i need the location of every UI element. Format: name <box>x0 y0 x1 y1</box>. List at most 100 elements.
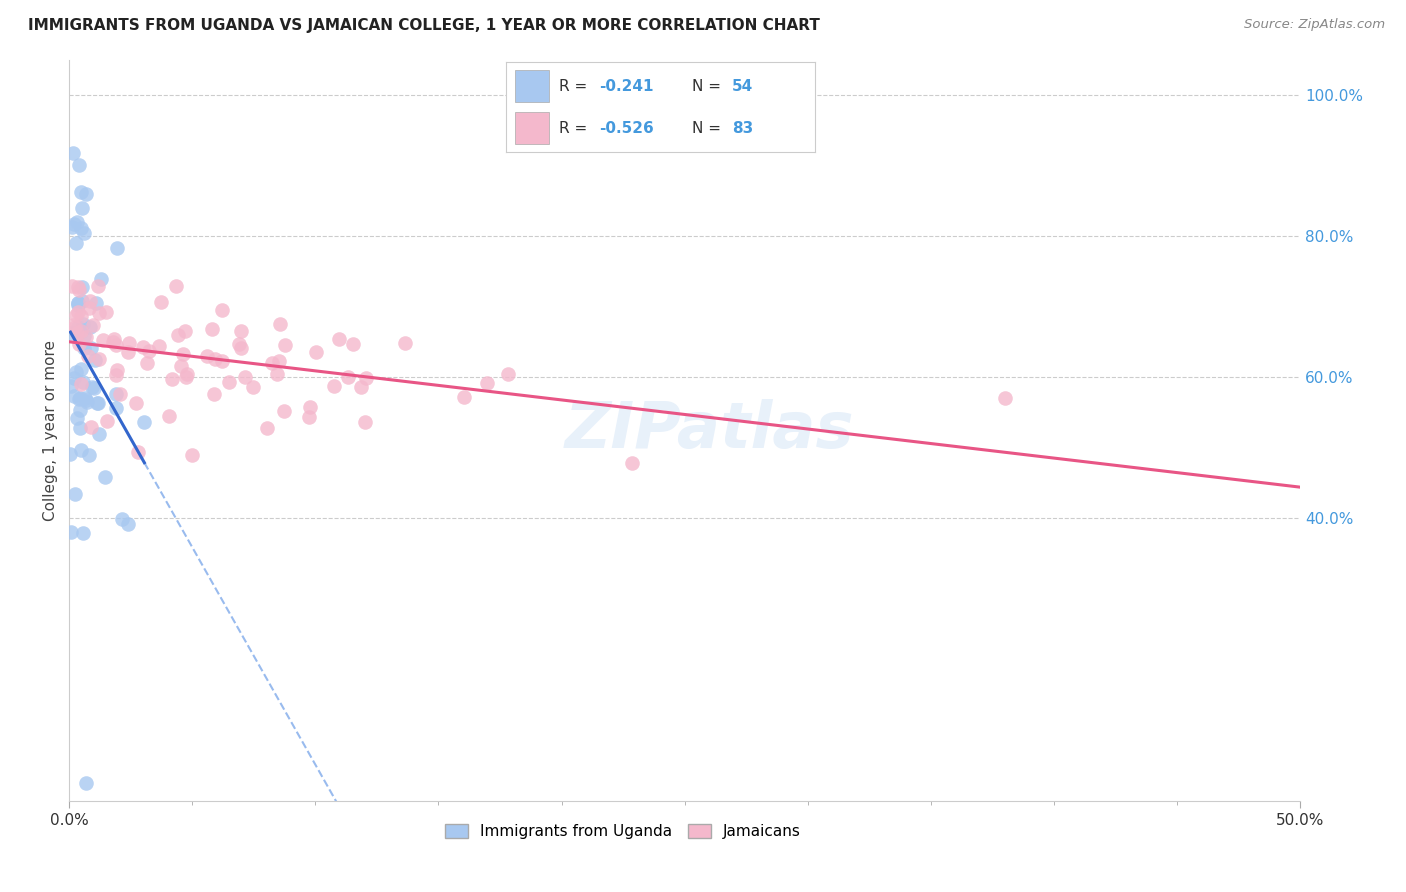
Point <box>262 356 284 370</box>
Point <box>67 304 90 318</box>
Point <box>84 296 107 310</box>
Point <box>63 319 86 334</box>
Point <box>299 400 322 414</box>
Point <box>621 456 644 470</box>
Point <box>242 380 264 394</box>
Point <box>79 293 101 308</box>
Point <box>72 317 94 331</box>
Point <box>266 367 288 381</box>
Point <box>269 318 291 332</box>
Point <box>59 326 82 340</box>
Point <box>67 392 90 407</box>
Point <box>305 345 328 359</box>
Point <box>65 487 87 501</box>
Point <box>66 279 89 293</box>
Text: 83: 83 <box>733 120 754 136</box>
Point <box>73 329 96 343</box>
Point <box>67 337 90 351</box>
Point <box>134 415 156 429</box>
Point <box>174 324 197 338</box>
Point <box>167 328 190 343</box>
Point <box>80 341 103 355</box>
Point <box>62 371 84 385</box>
Point <box>63 217 86 231</box>
Point <box>60 219 83 234</box>
Point <box>101 335 124 350</box>
Point <box>148 339 170 353</box>
Point <box>127 445 149 459</box>
Point <box>66 296 89 310</box>
Point <box>77 301 100 315</box>
Text: -0.526: -0.526 <box>599 120 654 136</box>
Y-axis label: College, 1 year or more: College, 1 year or more <box>44 340 58 521</box>
Point <box>69 403 91 417</box>
Point <box>75 393 97 408</box>
Point <box>94 305 117 319</box>
Text: R =: R = <box>558 78 586 94</box>
Point <box>73 391 96 405</box>
Text: -0.241: -0.241 <box>599 78 654 94</box>
Point <box>70 201 93 215</box>
Point <box>63 389 86 403</box>
Point <box>176 367 198 381</box>
Text: N =: N = <box>692 120 721 136</box>
Point <box>70 310 93 324</box>
Point <box>328 332 350 346</box>
Point <box>60 278 83 293</box>
Point <box>75 776 97 790</box>
Point <box>394 336 416 351</box>
Point <box>202 386 225 401</box>
Point <box>211 302 233 317</box>
Point <box>103 333 125 347</box>
Point <box>181 448 204 462</box>
Point <box>105 368 128 383</box>
Point <box>82 318 104 332</box>
Point <box>87 396 110 410</box>
Point <box>75 186 97 201</box>
Point <box>77 349 100 363</box>
Point <box>267 354 290 368</box>
Point <box>229 324 252 338</box>
Point <box>96 414 118 428</box>
Point <box>89 352 111 367</box>
Point <box>297 410 319 425</box>
Point <box>170 359 193 374</box>
Point <box>67 320 90 334</box>
Point <box>70 294 93 309</box>
Point <box>201 322 224 336</box>
Point <box>453 391 475 405</box>
Point <box>172 346 194 360</box>
Point <box>342 337 364 351</box>
Text: 54: 54 <box>733 78 754 94</box>
Point <box>70 442 93 457</box>
Text: N =: N = <box>692 78 721 94</box>
Point <box>67 283 90 297</box>
Point <box>273 404 295 418</box>
Point <box>66 410 89 425</box>
Point <box>336 370 359 384</box>
Point <box>117 345 139 359</box>
Point <box>80 380 103 394</box>
Point <box>87 306 110 320</box>
Point <box>70 280 93 294</box>
Point <box>76 394 98 409</box>
Point <box>350 380 373 394</box>
Point <box>79 320 101 334</box>
Point <box>218 375 240 389</box>
Point <box>66 326 89 341</box>
Point <box>70 377 93 392</box>
Point <box>77 448 100 462</box>
Point <box>125 396 148 410</box>
Point <box>274 338 297 352</box>
Point <box>91 333 114 347</box>
Point <box>160 372 183 386</box>
Point <box>83 381 105 395</box>
Point <box>323 379 346 393</box>
Point <box>118 336 141 351</box>
Text: R =: R = <box>558 120 586 136</box>
Point <box>354 415 377 429</box>
Point <box>233 369 256 384</box>
Point <box>70 324 93 338</box>
Point <box>105 363 128 377</box>
Point <box>69 185 91 199</box>
